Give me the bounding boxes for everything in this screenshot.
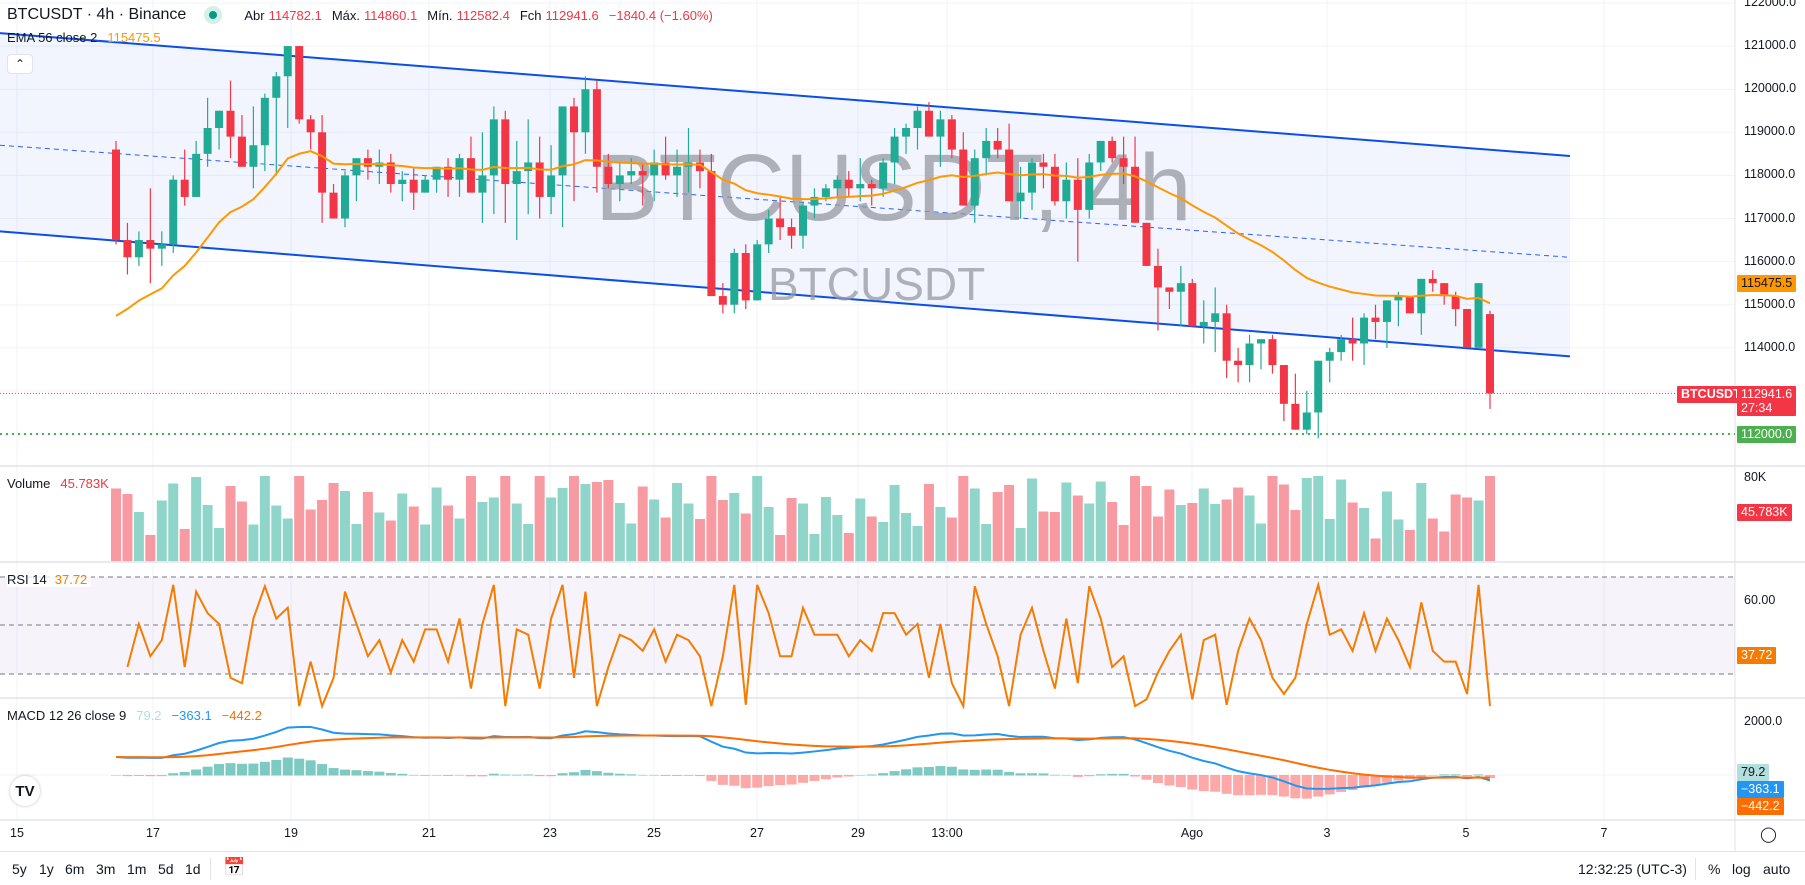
- time-tick: 29: [851, 826, 865, 840]
- collapse-legend-button[interactable]: ⌃: [7, 54, 33, 74]
- rsi-legend[interactable]: RSI 14 37.72: [7, 572, 92, 587]
- time-tick: 27: [750, 826, 764, 840]
- time-tick: 13:00: [931, 826, 963, 840]
- change-value: −1840.4 (−1.60%): [608, 7, 713, 23]
- price-tick: 118000.0: [1744, 167, 1796, 182]
- goto-date-icon[interactable]: 📅: [223, 857, 246, 877]
- symbol-price-tag: BTCUSDT: [1677, 386, 1745, 403]
- price-tick: 115000.0: [1744, 296, 1796, 311]
- alert-price-tag: 112000.0: [1737, 426, 1797, 443]
- time-tick: 7: [1600, 826, 1608, 840]
- log-toggle[interactable]: log: [1732, 861, 1751, 877]
- volume-tag: 45.783K: [1737, 504, 1792, 521]
- time-tick: 3: [1323, 826, 1331, 840]
- chevron-up-icon: ⌃: [14, 57, 26, 71]
- high-value: 114860.1: [364, 7, 418, 23]
- low-value: 112582.4: [456, 7, 510, 23]
- divider: [210, 858, 211, 880]
- rsi-axis-label: 60.00: [1744, 593, 1776, 607]
- range-1m[interactable]: 1m: [127, 861, 147, 877]
- time-tick: 5: [1462, 826, 1470, 840]
- time-tick: 25: [647, 826, 661, 840]
- time-tick: Ago: [1180, 826, 1204, 840]
- last-price-tag: 112941.6 27:34: [1737, 386, 1797, 416]
- range-6m[interactable]: 6m: [65, 861, 85, 877]
- price-tick: 122000.0: [1744, 0, 1797, 9]
- clock-time[interactable]: 12:32:25 (UTC-3): [1578, 861, 1687, 877]
- open-value: 114782.1: [268, 7, 322, 23]
- time-tick: 15: [10, 826, 24, 840]
- bar-countdown: 27:34: [1741, 401, 1773, 415]
- volume-legend[interactable]: Volume 45.783K: [7, 476, 109, 491]
- volume-axis-label: 80K: [1744, 470, 1767, 484]
- tradingview-logo[interactable]: TV: [10, 776, 40, 806]
- time-tick: 21: [422, 826, 436, 840]
- svg-text:BTCUSDT: BTCUSDT: [768, 258, 985, 310]
- close-value: 112941.6: [545, 7, 599, 23]
- price-tick: 117000.0: [1744, 210, 1796, 225]
- time-tick: 19: [284, 826, 298, 840]
- ema-legend[interactable]: EMA 56 close 2 115475.5: [7, 30, 161, 45]
- rsi-tag: 37.72: [1737, 647, 1777, 664]
- macd-axis-label: 2000.0: [1744, 714, 1783, 728]
- symbol-legend: BTCUSDT · 4h · Binance Abr 114782.1 Máx. 1…: [7, 6, 713, 24]
- chart-settings-icon[interactable]: ◯: [1760, 826, 1777, 843]
- macd-hist-tag: 79.2: [1737, 764, 1770, 781]
- price-tick: 114000.0: [1744, 339, 1796, 354]
- price-tick: 116000.0: [1744, 253, 1796, 268]
- auto-toggle[interactable]: auto: [1763, 861, 1791, 877]
- range-5y[interactable]: 5y: [12, 861, 27, 877]
- price-tick: 120000.0: [1744, 81, 1797, 96]
- range-1y[interactable]: 1y: [39, 861, 54, 877]
- macd-signal-tag: −442.2: [1737, 798, 1784, 815]
- bottom-toolbar: 5y 1y 6m 3m 1m 5d 1d 📅 12:32:25 (UTC-3) …: [0, 851, 1805, 885]
- macd-line-tag: −363.1: [1737, 781, 1784, 798]
- macd-legend[interactable]: MACD 12 26 close 9 79.2 −363.1 −442.2: [7, 708, 262, 723]
- range-3m[interactable]: 3m: [96, 861, 116, 877]
- percent-toggle[interactable]: %: [1708, 861, 1721, 877]
- ema-price-tag: 115475.5: [1737, 275, 1797, 292]
- market-status-icon: [204, 6, 223, 24]
- range-1d[interactable]: 1d: [185, 861, 201, 877]
- divider: [1695, 858, 1696, 880]
- symbol-title[interactable]: BTCUSDT · 4h · Binance: [7, 6, 187, 23]
- price-tick: 121000.0: [1744, 38, 1797, 53]
- time-tick: 17: [146, 826, 160, 840]
- price-tick: 119000.0: [1744, 124, 1796, 139]
- range-5d[interactable]: 5d: [158, 861, 174, 877]
- time-tick: 23: [543, 826, 557, 840]
